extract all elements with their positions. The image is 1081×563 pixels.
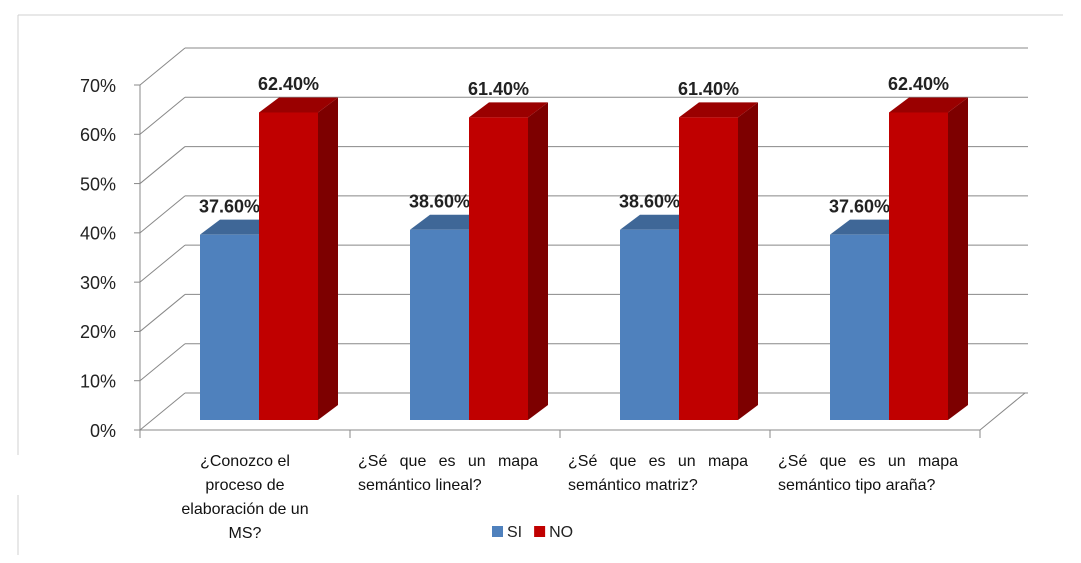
y-tick-label: 0% [90,421,116,441]
value-label: 61.40% [678,79,739,99]
bar [830,234,889,420]
bar-top [889,97,968,113]
bar-side [738,102,758,420]
legend-swatch [492,526,503,537]
bar-side [318,97,338,420]
value-label: 61.40% [468,79,529,99]
x-tick-label: ¿Sé que es un mapa semántico tipo araña? [778,453,958,494]
grid-line [139,244,186,283]
bar [469,117,528,420]
bar [200,234,259,420]
bar [410,229,469,420]
grid-line [139,96,186,135]
bar [620,229,679,420]
grid-line [139,294,186,332]
grid-line [139,146,186,184]
bar-top [679,102,758,118]
bar-side [528,102,548,420]
grid-line [139,392,186,431]
bar-top [469,102,548,118]
y-tick-label: 60% [80,125,116,145]
value-label: 37.60% [829,196,890,216]
value-label: 38.60% [409,192,470,212]
value-label: 38.60% [619,192,680,212]
grid-line [139,343,186,382]
grid-line [139,47,186,86]
value-label: 37.60% [199,196,260,216]
y-tick-label: 70% [80,76,116,96]
bar [889,112,948,420]
floor-edge [979,392,1026,431]
bar-top [259,97,338,113]
y-tick-label: 20% [80,322,116,342]
y-tick-label: 10% [80,371,116,391]
x-tick-label: ¿Conozco el proceso de elaboración de un… [181,453,309,542]
y-tick-label: 50% [80,174,116,194]
value-label: 62.40% [258,74,319,94]
x-tick-label: ¿Sé que es un mapa semántico matriz? [568,453,748,494]
legend-label: NO [549,524,573,541]
bar [679,117,738,420]
value-label: 62.40% [888,74,949,94]
bar-side [948,97,968,420]
legend-swatch [534,526,546,537]
grid-line [139,195,186,234]
y-tick-label: 30% [80,273,116,293]
x-tick-label: ¿Sé que es un mapa semántico lineal? [358,453,538,494]
legend-label: SI [507,524,522,541]
bar [259,112,318,420]
y-tick-label: 40% [80,224,116,244]
